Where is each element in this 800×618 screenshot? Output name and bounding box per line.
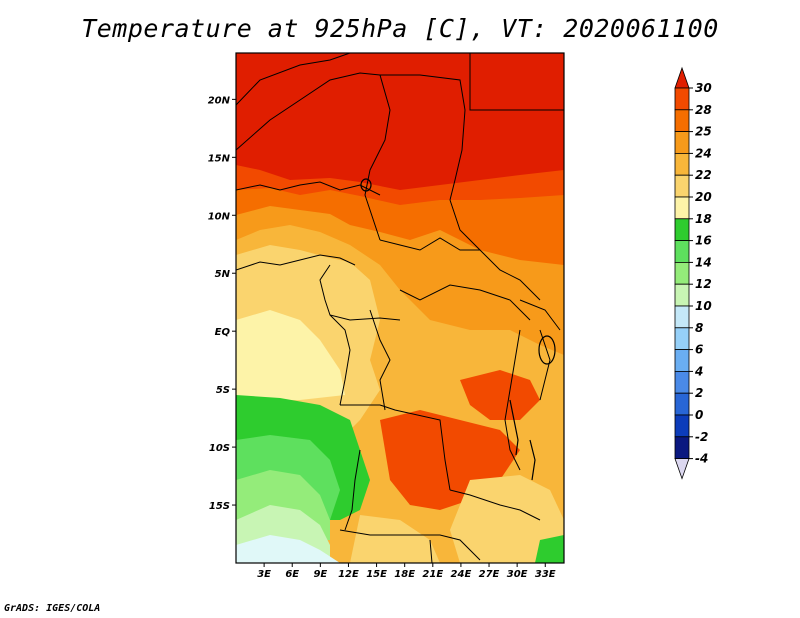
border-6 <box>449 199 541 301</box>
field-east-highlands-hot <box>460 370 540 420</box>
colorbar-segment <box>674 174 690 198</box>
map-frame <box>235 52 565 564</box>
border-7 <box>236 181 381 196</box>
border-5 <box>469 53 564 111</box>
border-3 <box>364 74 391 241</box>
colorbar-segment <box>674 349 690 372</box>
lake-chad <box>360 178 372 192</box>
x-tick-label: 9E <box>313 569 327 580</box>
colorbar-segment <box>674 327 690 350</box>
grads-credit: GrADS: IGES/COLA <box>4 603 101 614</box>
colorbar-label: 28 <box>695 103 712 117</box>
y-tick-label: 15N <box>208 153 231 164</box>
map-title: Temperature at 925hPa [C], VT: 202006110… <box>81 14 719 43</box>
field-gulf-of-guinea <box>236 310 345 400</box>
lake-malawi <box>529 439 536 481</box>
lake-tanganyika <box>509 399 519 456</box>
border-16 <box>504 329 521 471</box>
x-tick-label: 15E <box>366 569 387 580</box>
colorbar-segment <box>674 436 690 459</box>
border-20 <box>429 539 433 563</box>
border-4 <box>380 74 466 201</box>
colorbar-segment <box>674 240 690 263</box>
colorbar-segment <box>674 414 690 438</box>
colorbar-label: 22 <box>695 168 712 182</box>
colorbar-label: 2 <box>695 386 703 400</box>
colorbar-segment <box>674 283 690 307</box>
colorbar-label: 0 <box>695 408 703 422</box>
border-19 <box>329 314 351 406</box>
y-tick-label: 10S <box>209 443 230 454</box>
y-tick-label: 10N <box>208 211 231 222</box>
colorbar-label: 8 <box>695 321 703 335</box>
colorbar-label: 12 <box>695 277 712 291</box>
border-15 <box>449 489 541 521</box>
x-tick-label: 6E <box>285 569 299 580</box>
y-tick-label: 5N <box>215 269 231 280</box>
colorbar-top-arrow <box>674 66 690 89</box>
colorbar-label: 20 <box>695 190 712 204</box>
border-13 <box>340 404 451 491</box>
x-axis: 3E 6E 9E 12E 15E 18E 21E 24E 27E 30E 33E <box>257 563 556 580</box>
colorbar-segment <box>674 370 690 394</box>
border-1 <box>236 72 381 151</box>
x-tick-label: 3E <box>257 569 271 580</box>
field-southeast-warm <box>450 475 564 563</box>
colorbar-segment <box>674 196 690 220</box>
y-tick-label: 20N <box>208 95 231 106</box>
field-atlantic-coldest <box>236 535 340 563</box>
border-21 <box>344 449 361 531</box>
x-tick-label: 24E <box>451 569 472 580</box>
colorbar-label: 6 <box>695 343 703 357</box>
colorbar-segment <box>674 131 690 154</box>
border-12 <box>369 309 391 411</box>
x-tick-label: 30E <box>507 569 528 580</box>
colorbar-segment <box>674 152 690 176</box>
country-borders <box>236 53 564 563</box>
field-southeast-cool <box>535 535 564 563</box>
y-tick-label: 15S <box>209 501 230 512</box>
lakes <box>360 178 556 481</box>
y-axis: 20N 15N 10N 5N EQ 5S 10S 15S <box>208 95 236 512</box>
lake-victoria <box>538 335 556 365</box>
colorbar-label: -2 <box>695 430 708 444</box>
colorbar-segment <box>674 305 690 329</box>
colorbar-label: 16 <box>695 234 712 248</box>
y-tick-label: 5S <box>216 385 230 396</box>
border-10 <box>379 237 480 251</box>
x-tick-label: 27E <box>479 569 500 580</box>
colorbar-label: 4 <box>694 364 703 378</box>
colorbar-label: 18 <box>695 212 712 226</box>
y-tick-label: EQ <box>215 327 231 338</box>
colorbar-label: 14 <box>695 255 712 269</box>
colorbar-label: 25 <box>695 125 712 139</box>
colorbar-segment <box>674 218 690 242</box>
colorbar-segment <box>674 109 690 133</box>
colorbar-label: 10 <box>695 299 712 313</box>
temperature-field <box>236 53 564 563</box>
x-tick-label: 21E <box>422 569 443 580</box>
border-17 <box>539 329 551 401</box>
colorbar-segment <box>674 261 690 285</box>
colorbar-label: 30 <box>695 81 712 95</box>
border-2 <box>236 53 351 106</box>
border-11 <box>399 284 531 321</box>
colorbar-segment <box>674 392 690 416</box>
border-18 <box>519 299 561 331</box>
x-tick-label: 12E <box>338 569 359 580</box>
x-tick-label: 18E <box>394 569 415 580</box>
border-14 <box>339 529 481 561</box>
x-tick-label: 33E <box>535 569 556 580</box>
field-southwest-warm <box>350 515 440 563</box>
colorbar-segment <box>674 87 690 111</box>
border-8 <box>236 254 356 271</box>
colorbar-label: 24 <box>695 146 712 160</box>
colorbar-bottom-arrow <box>674 458 690 480</box>
colorbar-label: -4 <box>695 452 708 466</box>
